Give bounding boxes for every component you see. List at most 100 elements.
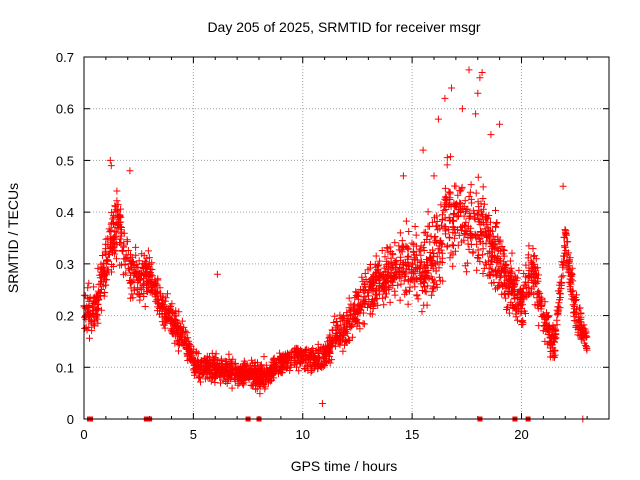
data-point [308, 367, 316, 374]
outlier-point [496, 120, 504, 128]
data-point [567, 272, 575, 280]
data-point [529, 245, 537, 253]
data-point [369, 303, 377, 311]
data-point [389, 282, 397, 289]
data-point [404, 252, 412, 260]
data-point [505, 272, 513, 279]
data-point [534, 290, 542, 298]
data-point [362, 276, 370, 283]
data-point [565, 278, 573, 286]
data-point [99, 252, 106, 259]
outlier-point [474, 89, 482, 97]
outlier-point [106, 156, 114, 164]
data-point [353, 322, 361, 330]
chart-title: Day 205 of 2025, SRMTID for receiver msg… [207, 19, 480, 35]
grid-lines [84, 57, 609, 419]
data-point [417, 271, 425, 279]
data-point [496, 273, 504, 281]
data-point [473, 266, 481, 274]
data-point [186, 341, 194, 349]
data-point [546, 344, 554, 352]
y-tick-label: 0.7 [56, 50, 74, 65]
data-point [112, 206, 120, 214]
data-point [240, 357, 248, 365]
data-point [487, 218, 494, 226]
data-point [302, 345, 310, 353]
data-point [97, 280, 104, 288]
data-point [109, 215, 117, 223]
y-tick-label: 0.6 [56, 102, 74, 117]
data-point [523, 293, 531, 301]
data-point [132, 243, 140, 251]
outlier-point [441, 94, 449, 102]
data-point [519, 319, 527, 327]
data-point [332, 331, 340, 339]
data-point [348, 333, 356, 341]
data-point [257, 361, 265, 369]
data-point [411, 283, 419, 291]
data-point [320, 346, 328, 354]
data-point [478, 218, 486, 226]
data-point [480, 205, 488, 213]
data-point [96, 274, 104, 282]
data-point [332, 318, 340, 325]
data-point [474, 173, 482, 181]
data-point [397, 246, 405, 254]
data-point [217, 356, 225, 364]
data-point [568, 264, 576, 272]
data-point [344, 315, 352, 323]
data-point [305, 355, 313, 363]
data-point [345, 337, 353, 344]
data-point [100, 264, 108, 272]
data-point [474, 198, 482, 206]
data-point [512, 310, 520, 318]
data-point [473, 210, 481, 218]
data-point [89, 321, 97, 329]
data-point [396, 229, 404, 237]
data-point [86, 293, 94, 301]
data-point [383, 268, 391, 276]
data-point [151, 276, 159, 284]
data-point [257, 367, 265, 375]
data-point [486, 238, 494, 246]
data-point [195, 358, 202, 366]
data-point [202, 366, 210, 374]
data-point [339, 317, 347, 325]
data-point [140, 275, 147, 283]
data-point [469, 207, 477, 215]
data-point [234, 364, 242, 372]
y-tick-labels: 0 0.1 0.2 0.3 0.4 0.5 0.6 0.7 [56, 50, 74, 427]
data-point [203, 365, 211, 373]
data-point [228, 384, 236, 392]
data-point [487, 227, 495, 235]
data-point [256, 390, 264, 398]
data-point [531, 252, 539, 260]
data-point [500, 252, 508, 260]
data-point [303, 362, 311, 370]
data-point [106, 228, 114, 236]
data-point [545, 326, 553, 334]
data-point [301, 356, 309, 364]
data-point [418, 308, 426, 316]
data-point [391, 287, 399, 295]
data-point [463, 259, 471, 267]
data-point [345, 304, 353, 312]
data-point [430, 238, 438, 246]
data-point [529, 260, 537, 268]
data-point [479, 270, 487, 277]
data-point [135, 257, 143, 265]
data-point [379, 294, 387, 302]
data-point [140, 252, 148, 260]
data-point [487, 254, 495, 262]
data-point [195, 371, 203, 379]
data-point [283, 357, 291, 365]
data-point [433, 280, 441, 288]
data-point [436, 224, 444, 232]
data-point [399, 260, 407, 268]
data-point [272, 363, 280, 371]
data-point [256, 374, 264, 382]
data-point [164, 290, 171, 298]
data-point [90, 283, 98, 291]
data-point [370, 273, 378, 280]
data-point [111, 202, 119, 210]
